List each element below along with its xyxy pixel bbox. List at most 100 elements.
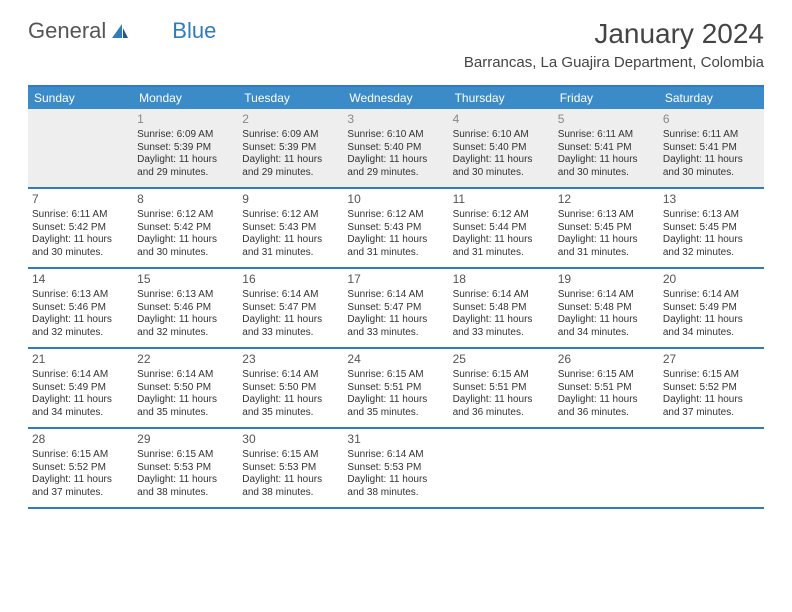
day-number: 1 (137, 112, 234, 127)
daylight-text: Daylight: 11 hours and 36 minutes. (453, 394, 550, 419)
sunset-text: Sunset: 5:48 PM (453, 302, 550, 315)
day-cell (659, 429, 764, 507)
day-cell: 7Sunrise: 6:11 AMSunset: 5:42 PMDaylight… (28, 189, 133, 267)
weekday-header: Tuesday (238, 87, 343, 109)
day-cell: 27Sunrise: 6:15 AMSunset: 5:52 PMDayligh… (659, 349, 764, 427)
logo-sail-icon (110, 22, 130, 40)
daylight-text: Daylight: 11 hours and 33 minutes. (242, 314, 339, 339)
header: General Blue January 2024 Barrancas, La … (0, 0, 792, 77)
day-cell: 17Sunrise: 6:14 AMSunset: 5:47 PMDayligh… (343, 269, 448, 347)
day-cell: 30Sunrise: 6:15 AMSunset: 5:53 PMDayligh… (238, 429, 343, 507)
week-row: 14Sunrise: 6:13 AMSunset: 5:46 PMDayligh… (28, 269, 764, 349)
daylight-text: Daylight: 11 hours and 30 minutes. (453, 154, 550, 179)
sunrise-text: Sunrise: 6:09 AM (137, 129, 234, 142)
day-cell: 23Sunrise: 6:14 AMSunset: 5:50 PMDayligh… (238, 349, 343, 427)
day-number: 12 (558, 192, 655, 207)
daylight-text: Daylight: 11 hours and 33 minutes. (453, 314, 550, 339)
weekday-header: Sunday (28, 87, 133, 109)
weeks-container: 1Sunrise: 6:09 AMSunset: 5:39 PMDaylight… (28, 109, 764, 509)
daylight-text: Daylight: 11 hours and 30 minutes. (32, 234, 129, 259)
day-cell: 16Sunrise: 6:14 AMSunset: 5:47 PMDayligh… (238, 269, 343, 347)
daylight-text: Daylight: 11 hours and 29 minutes. (137, 154, 234, 179)
day-number: 8 (137, 192, 234, 207)
day-number: 22 (137, 352, 234, 367)
daylight-text: Daylight: 11 hours and 31 minutes. (347, 234, 444, 259)
sunset-text: Sunset: 5:47 PM (242, 302, 339, 315)
day-number: 31 (347, 432, 444, 447)
day-cell: 4Sunrise: 6:10 AMSunset: 5:40 PMDaylight… (449, 109, 554, 187)
day-number: 30 (242, 432, 339, 447)
sunrise-text: Sunrise: 6:11 AM (32, 209, 129, 222)
day-number: 13 (663, 192, 760, 207)
sunset-text: Sunset: 5:53 PM (242, 462, 339, 475)
sunset-text: Sunset: 5:51 PM (453, 382, 550, 395)
sunrise-text: Sunrise: 6:15 AM (558, 369, 655, 382)
sunrise-text: Sunrise: 6:14 AM (32, 369, 129, 382)
location: Barrancas, La Guajira Department, Colomb… (464, 54, 764, 71)
logo-text-general: General (28, 18, 106, 44)
daylight-text: Daylight: 11 hours and 29 minutes. (242, 154, 339, 179)
week-row: 21Sunrise: 6:14 AMSunset: 5:49 PMDayligh… (28, 349, 764, 429)
day-number: 19 (558, 272, 655, 287)
daylight-text: Daylight: 11 hours and 35 minutes. (347, 394, 444, 419)
day-number: 26 (558, 352, 655, 367)
sunrise-text: Sunrise: 6:10 AM (347, 129, 444, 142)
day-cell: 11Sunrise: 6:12 AMSunset: 5:44 PMDayligh… (449, 189, 554, 267)
day-cell: 2Sunrise: 6:09 AMSunset: 5:39 PMDaylight… (238, 109, 343, 187)
day-cell: 14Sunrise: 6:13 AMSunset: 5:46 PMDayligh… (28, 269, 133, 347)
day-cell: 9Sunrise: 6:12 AMSunset: 5:43 PMDaylight… (238, 189, 343, 267)
sunset-text: Sunset: 5:41 PM (558, 142, 655, 155)
title-block: January 2024 Barrancas, La Guajira Depar… (464, 18, 764, 71)
sunset-text: Sunset: 5:44 PM (453, 222, 550, 235)
day-cell: 15Sunrise: 6:13 AMSunset: 5:46 PMDayligh… (133, 269, 238, 347)
sunrise-text: Sunrise: 6:15 AM (137, 449, 234, 462)
sunset-text: Sunset: 5:50 PM (242, 382, 339, 395)
day-number: 11 (453, 192, 550, 207)
day-number: 28 (32, 432, 129, 447)
sunrise-text: Sunrise: 6:12 AM (242, 209, 339, 222)
week-row: 7Sunrise: 6:11 AMSunset: 5:42 PMDaylight… (28, 189, 764, 269)
day-cell: 3Sunrise: 6:10 AMSunset: 5:40 PMDaylight… (343, 109, 448, 187)
day-cell: 31Sunrise: 6:14 AMSunset: 5:53 PMDayligh… (343, 429, 448, 507)
sunrise-text: Sunrise: 6:15 AM (32, 449, 129, 462)
daylight-text: Daylight: 11 hours and 34 minutes. (558, 314, 655, 339)
day-cell: 29Sunrise: 6:15 AMSunset: 5:53 PMDayligh… (133, 429, 238, 507)
daylight-text: Daylight: 11 hours and 31 minutes. (558, 234, 655, 259)
daylight-text: Daylight: 11 hours and 38 minutes. (242, 474, 339, 499)
sunrise-text: Sunrise: 6:12 AM (137, 209, 234, 222)
weekday-header: Friday (554, 87, 659, 109)
sunrise-text: Sunrise: 6:10 AM (453, 129, 550, 142)
sunset-text: Sunset: 5:53 PM (347, 462, 444, 475)
sunrise-text: Sunrise: 6:13 AM (32, 289, 129, 302)
day-cell: 1Sunrise: 6:09 AMSunset: 5:39 PMDaylight… (133, 109, 238, 187)
daylight-text: Daylight: 11 hours and 29 minutes. (347, 154, 444, 179)
day-cell: 5Sunrise: 6:11 AMSunset: 5:41 PMDaylight… (554, 109, 659, 187)
day-cell: 24Sunrise: 6:15 AMSunset: 5:51 PMDayligh… (343, 349, 448, 427)
day-number: 15 (137, 272, 234, 287)
sunset-text: Sunset: 5:47 PM (347, 302, 444, 315)
day-cell: 20Sunrise: 6:14 AMSunset: 5:49 PMDayligh… (659, 269, 764, 347)
daylight-text: Daylight: 11 hours and 38 minutes. (137, 474, 234, 499)
daylight-text: Daylight: 11 hours and 34 minutes. (32, 394, 129, 419)
day-number: 5 (558, 112, 655, 127)
day-cell: 6Sunrise: 6:11 AMSunset: 5:41 PMDaylight… (659, 109, 764, 187)
sunrise-text: Sunrise: 6:12 AM (347, 209, 444, 222)
daylight-text: Daylight: 11 hours and 32 minutes. (32, 314, 129, 339)
daylight-text: Daylight: 11 hours and 32 minutes. (663, 234, 760, 259)
weekday-header: Thursday (449, 87, 554, 109)
daylight-text: Daylight: 11 hours and 35 minutes. (137, 394, 234, 419)
sunrise-text: Sunrise: 6:14 AM (453, 289, 550, 302)
day-cell: 28Sunrise: 6:15 AMSunset: 5:52 PMDayligh… (28, 429, 133, 507)
day-number: 24 (347, 352, 444, 367)
sunset-text: Sunset: 5:40 PM (347, 142, 444, 155)
day-number: 23 (242, 352, 339, 367)
logo: General Blue (28, 18, 216, 44)
weekday-row: SundayMondayTuesdayWednesdayThursdayFrid… (28, 87, 764, 109)
sunset-text: Sunset: 5:43 PM (242, 222, 339, 235)
daylight-text: Daylight: 11 hours and 37 minutes. (32, 474, 129, 499)
day-number: 25 (453, 352, 550, 367)
day-cell: 12Sunrise: 6:13 AMSunset: 5:45 PMDayligh… (554, 189, 659, 267)
sunrise-text: Sunrise: 6:14 AM (347, 449, 444, 462)
sunrise-text: Sunrise: 6:13 AM (663, 209, 760, 222)
calendar: SundayMondayTuesdayWednesdayThursdayFrid… (28, 85, 764, 509)
